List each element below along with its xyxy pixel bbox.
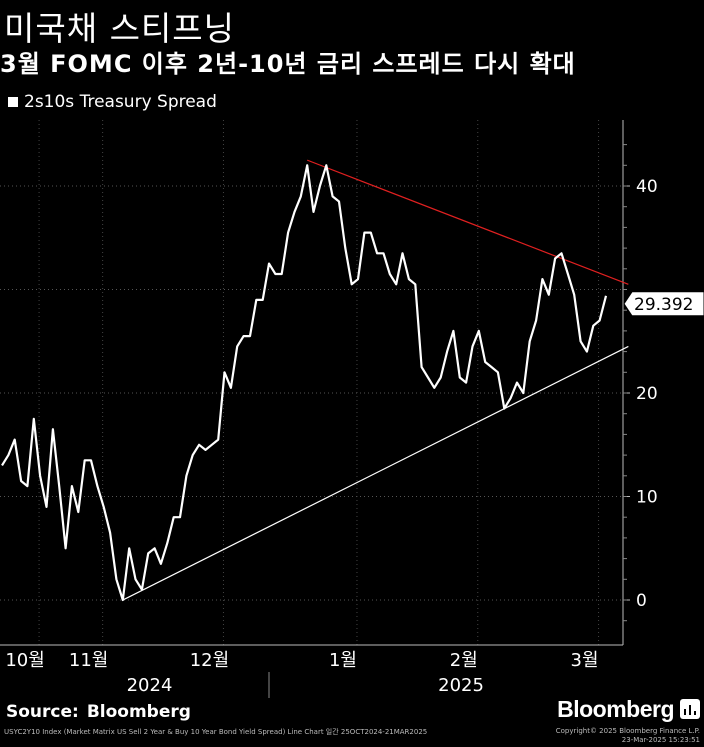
source-note: Source: Bloomberg xyxy=(6,702,191,722)
x-tick-label: 12월 xyxy=(190,650,229,671)
y-tick-label: 0 xyxy=(636,591,647,611)
y-tick-label: 20 xyxy=(636,384,658,404)
x-tick-label: 3월 xyxy=(571,650,599,671)
x-tick-label: 2월 xyxy=(450,650,478,671)
x-tick-label: 11월 xyxy=(69,650,108,671)
legend-swatch xyxy=(8,97,18,107)
copyright-info: Copyright© 2025 Bloomberg Finance L.P. 2… xyxy=(556,727,700,745)
spread-line xyxy=(1,164,608,602)
source-name: Bloomberg xyxy=(86,702,191,722)
y-tick-label: 40 xyxy=(636,177,658,197)
timestamp-line: 23-Mar-2025 15:23:51 xyxy=(621,736,700,744)
chart-title: 미국채 스티프닝 xyxy=(4,9,236,48)
chart-subtitle: 3월 FOMC 이후 2년-10년 금리 스프레드 다시 확대 xyxy=(0,50,576,78)
x-year-label: 2025 xyxy=(438,675,484,696)
last-value-label: 29.392 xyxy=(634,295,693,315)
last-value-badge xyxy=(623,291,704,317)
legend: 2s10s Treasury Spread xyxy=(8,92,217,112)
chart-metadata: USYC2Y10 Index (Market Matrix US Sell 2 … xyxy=(4,728,428,736)
bloomberg-chart-icon xyxy=(680,699,700,719)
copyright-line: Copyright© 2025 Bloomberg Finance L.P. xyxy=(555,727,700,735)
y-tick-label: 10 xyxy=(636,488,658,508)
bloomberg-logo: Bloomberg xyxy=(557,696,674,722)
legend-label: 2s10s Treasury Spread xyxy=(24,92,217,112)
x-tick-label: 10월 xyxy=(5,650,44,671)
trendline-upper xyxy=(306,159,629,285)
source-label: Source: xyxy=(6,702,79,722)
x-tick-label: 1월 xyxy=(329,650,357,671)
trendline-lower xyxy=(122,345,629,601)
x-year-label: 2024 xyxy=(127,675,173,696)
